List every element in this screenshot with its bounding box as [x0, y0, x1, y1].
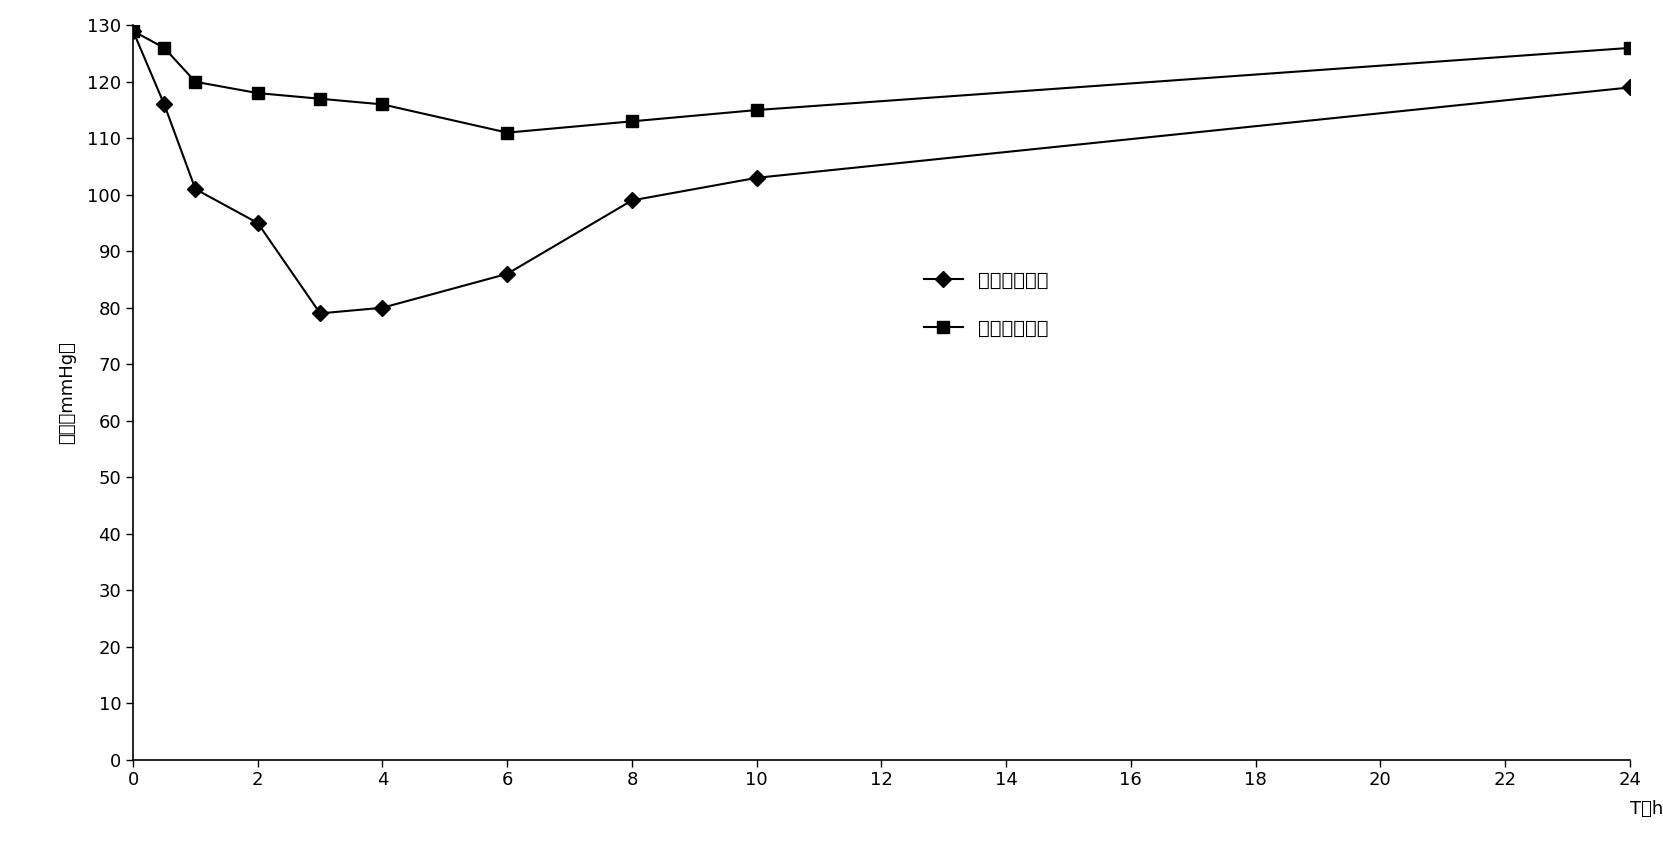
缓释复方制剂 [622, 116, 642, 127]
普通复方制剂 [123, 26, 143, 36]
X-axis label: T（h）: T（h） [1630, 800, 1663, 818]
普通复方制剂 [747, 173, 767, 183]
缓释复方制剂 [747, 105, 767, 115]
普通复方制剂 [497, 268, 517, 279]
缓释复方制剂 [155, 43, 175, 53]
缓释复方制剂 [123, 26, 143, 36]
缓释复方制剂 [373, 100, 392, 110]
Y-axis label: 血压（mmHg）: 血压（mmHg） [58, 341, 76, 444]
缓释复方制剂 [309, 94, 329, 104]
普通复方制剂 [309, 308, 329, 318]
Legend: 普通复方制剂, 缓释复方制剂: 普通复方制剂, 缓释复方制剂 [916, 263, 1056, 346]
缓释复方制剂 [1620, 43, 1640, 53]
缓释复方制剂 [185, 77, 206, 87]
普通复方制剂 [373, 303, 392, 313]
缓释复方制剂 [497, 127, 517, 138]
Line: 缓释复方制剂: 缓释复方制剂 [128, 25, 1635, 138]
普通复方制剂 [1620, 83, 1640, 93]
普通复方制剂 [622, 195, 642, 205]
Line: 普通复方制剂: 普通复方制剂 [128, 25, 1635, 319]
普通复方制剂 [185, 184, 206, 194]
普通复方制剂 [248, 218, 268, 228]
普通复方制剂 [155, 100, 175, 110]
缓释复方制剂 [248, 88, 268, 98]
